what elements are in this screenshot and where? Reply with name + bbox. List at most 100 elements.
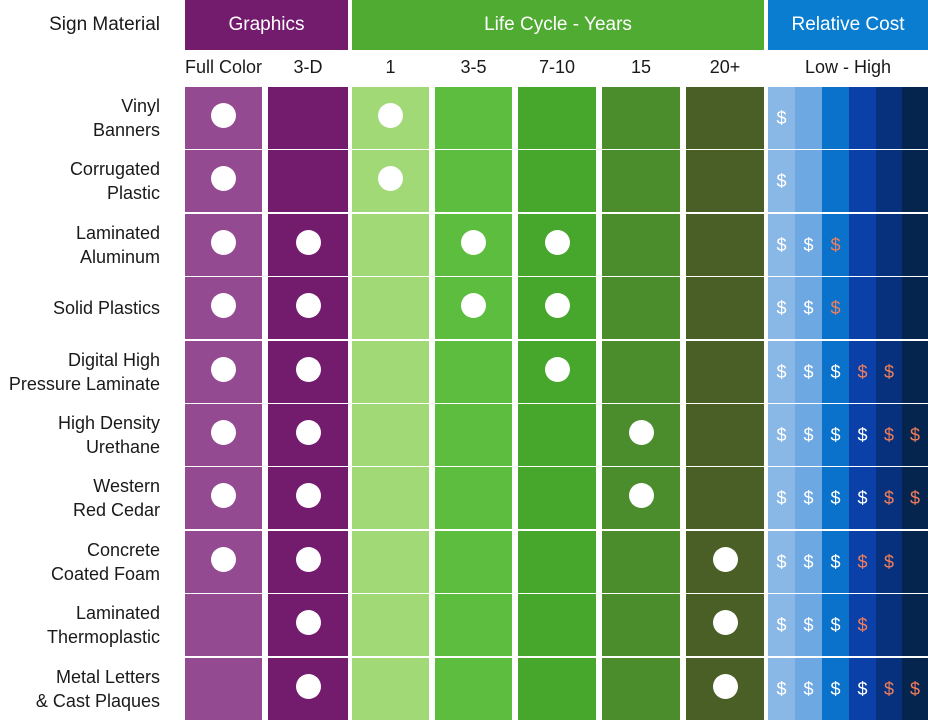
- cell-cost-1-corrugated-plastic: [768, 150, 795, 213]
- cell-cost-1-western-red-cedar: [768, 467, 795, 530]
- row-label-solid-plastics: Solid Plastics: [0, 277, 160, 339]
- row-label-line: & Cast Plaques: [35, 690, 160, 711]
- cell-cost-3-digital-high-pressure-laminate: [822, 340, 849, 403]
- dot-marker: [211, 420, 236, 445]
- cost-dollar-sign: $: [883, 488, 894, 509]
- cell-cost-5-laminated-aluminum: [876, 213, 902, 276]
- cell-cost-6-metal-letters-cast-plaques: [902, 657, 928, 720]
- row-label-high-density-urethane: High Density Urethane: [0, 404, 160, 466]
- cost-dollar-sign: $: [830, 361, 841, 382]
- row-label-metal-letters-cast-plaques: Metal Letters & Cast Plaques: [0, 658, 160, 720]
- cell-cost-3-laminated-aluminum: [822, 213, 849, 276]
- cost-dollar-sign: $: [830, 488, 841, 509]
- cell-life-3-5-digital-high-pressure-laminate: [435, 340, 512, 403]
- cell-cost-3-solid-plastics: [822, 277, 849, 340]
- cell-cost-6-laminated-aluminum: [902, 213, 928, 276]
- dot-marker: [378, 166, 403, 192]
- cell-cost-2-western-red-cedar: [795, 467, 822, 530]
- cell-life-3-5-concrete-coated-foam: [435, 530, 512, 593]
- cost-dollar-sign: $: [776, 108, 787, 128]
- cell-life-15-solid-plastics: [602, 277, 680, 340]
- cost-dollar-sign: $: [803, 551, 814, 572]
- cell-cost-2-solid-plastics: [795, 277, 822, 340]
- cell-cost-3-laminated-thermoplastic: [822, 594, 849, 657]
- cell-cost-6-western-red-cedar: [902, 467, 928, 530]
- cost-dollar-sign: $: [776, 678, 787, 699]
- cell-life-3-5-high-density-urethane: [435, 404, 512, 466]
- cost-dollar-sign: $: [776, 361, 787, 382]
- cell-life-15-corrugated-plastic: [602, 150, 680, 213]
- cell-3d-vinyl-banners: [268, 87, 348, 149]
- row-label-laminated-aluminum: Laminated Aluminum: [0, 214, 160, 276]
- cost-dollar-sign: $: [776, 234, 787, 255]
- cost-dollar-sign: $: [776, 551, 787, 572]
- row-label-laminated-thermoplastic: Laminated Thermoplastic: [0, 594, 160, 656]
- cost-dollar-sign: $: [776, 488, 787, 509]
- dot-marker: [461, 293, 486, 319]
- dot-marker: [378, 103, 403, 128]
- dot-marker: [295, 420, 321, 445]
- cell-cost-6-concrete-coated-foam: [902, 530, 928, 593]
- cell-cost-5-concrete-coated-foam: [876, 530, 902, 593]
- cell-cost-5-western-red-cedar: [876, 467, 902, 530]
- cost-dollar-sign: $: [803, 425, 814, 445]
- cost-dollar-sign: $: [776, 171, 787, 192]
- dot-marker: [295, 293, 321, 319]
- cell-full-color-laminated-thermoplastic: [185, 594, 262, 657]
- row-label-line: Digital High: [67, 349, 160, 370]
- cell-life-20plus-solid-plastics: [686, 277, 764, 340]
- cell-life-15-laminated-aluminum: [602, 213, 680, 276]
- group-header-relative-cost: Relative Cost: [768, 0, 928, 50]
- row-label-line: Pressure Laminate: [8, 373, 160, 394]
- cost-dollar-sign: $: [857, 615, 868, 636]
- cell-cost-2-high-density-urethane: [795, 404, 822, 466]
- dot-marker: [544, 293, 570, 319]
- cell-cost-2-vinyl-banners: [795, 87, 822, 149]
- cell-cost-4-concrete-coated-foam: [849, 530, 876, 593]
- cell-life-7-10-laminated-thermoplastic: [518, 594, 596, 657]
- row-label-line: Corrugated: [69, 159, 160, 180]
- cost-dollar-sign: $: [803, 615, 814, 636]
- cell-life-20plus-laminated-aluminum: [686, 213, 764, 276]
- cell-cost-5-vinyl-banners: [876, 87, 902, 149]
- cell-cost-4-laminated-thermoplastic: [849, 594, 876, 657]
- column-header-1: 1: [385, 57, 396, 77]
- cell-life-15-concrete-coated-foam: [602, 530, 680, 593]
- dot-marker: [211, 293, 236, 319]
- row-label-line: Vinyl: [121, 96, 160, 116]
- cost-dollar-sign: $: [830, 615, 841, 636]
- cost-dollar-sign: $: [909, 425, 920, 445]
- dot-marker: [544, 229, 570, 255]
- group-header-graphics: Graphics: [185, 0, 348, 50]
- row-label-vinyl-banners: Vinyl Banners: [0, 87, 160, 149]
- cell-cost-1-solid-plastics: [768, 277, 795, 340]
- cell-cost-3-vinyl-banners: [822, 87, 849, 149]
- cell-cost-3-western-red-cedar: [822, 467, 849, 530]
- row-label-line: Solid Plastics: [52, 298, 160, 319]
- group-header-life-cycle-years: Life Cycle - Years: [352, 0, 764, 50]
- cell-cost-6-laminated-thermoplastic: [902, 594, 928, 657]
- cell-3d-corrugated-plastic: [268, 150, 348, 213]
- dot-marker: [295, 229, 321, 255]
- cost-dollar-sign: $: [909, 488, 920, 509]
- column-header-full-color: Full Color: [184, 57, 263, 77]
- cell-life-7-10-vinyl-banners: [518, 87, 596, 149]
- cell-life-1-digital-high-pressure-laminate: [352, 340, 429, 403]
- cell-life-20plus-digital-high-pressure-laminate: [686, 340, 764, 403]
- cost-dollar-sign: $: [857, 551, 868, 572]
- cost-dollar-sign: $: [803, 234, 814, 255]
- column-header-low-high: Low - High: [804, 57, 892, 77]
- cell-cost-3-metal-letters-cast-plaques: [822, 657, 849, 720]
- cost-dollar-sign: $: [830, 234, 841, 255]
- cell-cost-4-metal-letters-cast-plaques: [849, 657, 876, 720]
- dot-marker: [211, 546, 236, 572]
- cell-life-1-western-red-cedar: [352, 467, 429, 530]
- cell-life-20plus-vinyl-banners: [686, 87, 764, 149]
- column-header-15: 15: [630, 57, 652, 77]
- cell-cost-6-solid-plastics: [902, 277, 928, 340]
- cell-life-1-solid-plastics: [352, 277, 429, 340]
- cell-cost-2-laminated-aluminum: [795, 213, 822, 276]
- cost-dollar-sign: $: [830, 551, 841, 572]
- cell-life-20plus-high-density-urethane: [686, 404, 764, 466]
